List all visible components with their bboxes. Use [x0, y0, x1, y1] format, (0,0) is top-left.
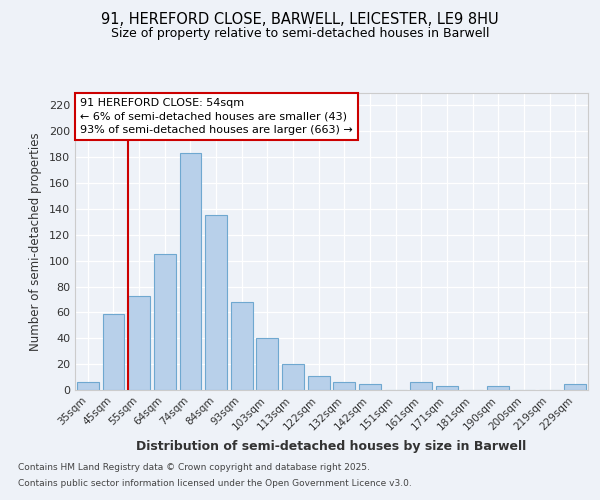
Text: 91 HEREFORD CLOSE: 54sqm
← 6% of semi-detached houses are smaller (43)
93% of se: 91 HEREFORD CLOSE: 54sqm ← 6% of semi-de…: [80, 98, 353, 135]
Bar: [410, 382, 432, 390]
Bar: [308, 376, 329, 390]
Bar: [103, 314, 124, 390]
Text: 91, HEREFORD CLOSE, BARWELL, LEICESTER, LE9 8HU: 91, HEREFORD CLOSE, BARWELL, LEICESTER, …: [101, 12, 499, 28]
Bar: [154, 254, 176, 390]
Bar: [256, 338, 278, 390]
Bar: [487, 386, 509, 390]
Text: Contains HM Land Registry data © Crown copyright and database right 2025.: Contains HM Land Registry data © Crown c…: [18, 464, 370, 472]
Bar: [128, 296, 150, 390]
Y-axis label: Number of semi-detached properties: Number of semi-detached properties: [29, 132, 42, 350]
Bar: [231, 302, 253, 390]
Bar: [436, 386, 458, 390]
Bar: [282, 364, 304, 390]
Bar: [77, 382, 99, 390]
Bar: [564, 384, 586, 390]
Text: Size of property relative to semi-detached houses in Barwell: Size of property relative to semi-detach…: [111, 28, 489, 40]
X-axis label: Distribution of semi-detached houses by size in Barwell: Distribution of semi-detached houses by …: [136, 440, 527, 453]
Bar: [334, 382, 355, 390]
Bar: [205, 216, 227, 390]
Text: Contains public sector information licensed under the Open Government Licence v3: Contains public sector information licen…: [18, 478, 412, 488]
Bar: [359, 384, 381, 390]
Bar: [179, 154, 202, 390]
